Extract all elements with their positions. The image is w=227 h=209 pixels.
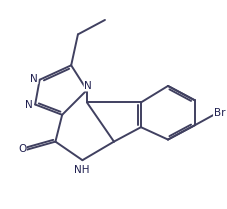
Text: N: N: [25, 99, 33, 110]
Text: O: O: [18, 144, 26, 154]
Text: N: N: [30, 74, 38, 84]
Text: Br: Br: [213, 108, 224, 118]
Text: NH: NH: [73, 165, 89, 175]
Text: N: N: [84, 81, 91, 91]
